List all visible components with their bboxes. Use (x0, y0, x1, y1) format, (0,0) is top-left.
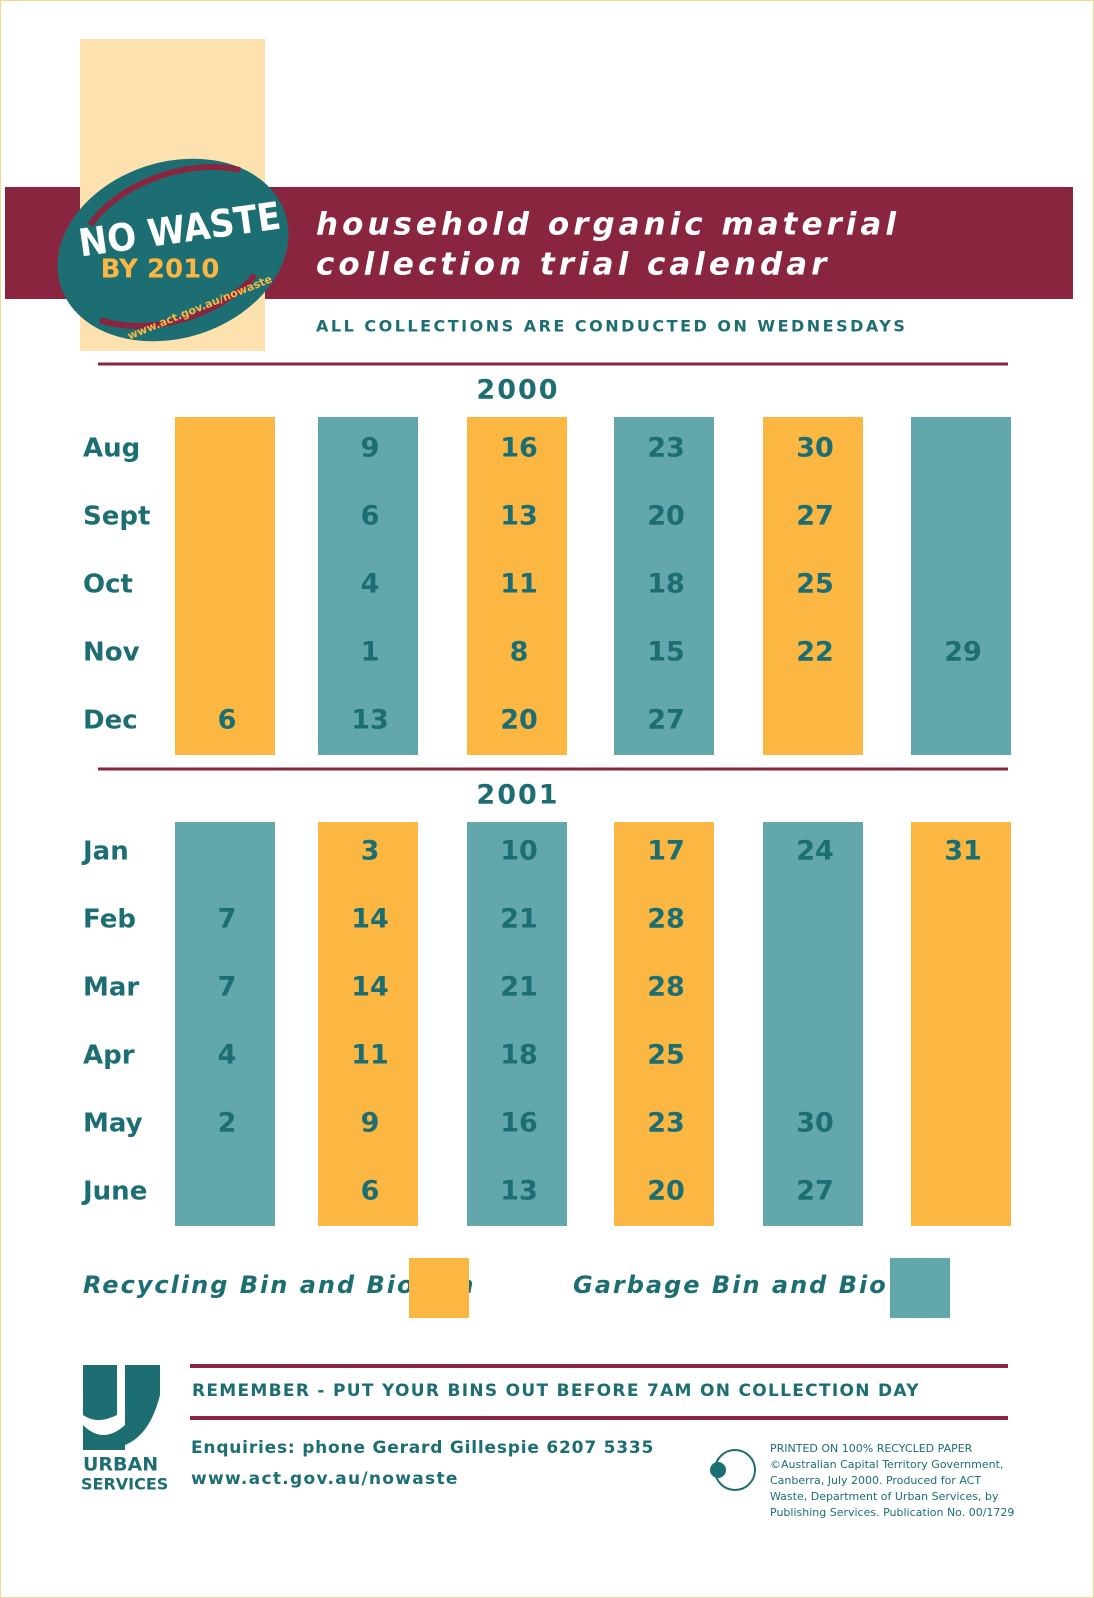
collection-day: 8 (510, 637, 529, 668)
month-label: June (81, 1177, 147, 1207)
agency-name: URBAN (83, 1454, 158, 1476)
collection-day: 27 (796, 501, 834, 532)
collection-day: 13 (351, 705, 389, 736)
enquiries: Enquiries: phone Gerard Gillespie 6207 5… (191, 1438, 654, 1458)
collection-day: 20 (647, 501, 685, 532)
collection-day: 14 (351, 904, 389, 935)
collection-day: 9 (361, 433, 380, 464)
month-label: Nov (83, 638, 140, 668)
collection-day: 6 (218, 705, 237, 736)
collection-day: 1 (361, 637, 380, 668)
emblem (710, 1462, 726, 1478)
subtitle: ALL COLLECTIONS ARE CONDUCTED ON WEDNESD… (316, 317, 907, 336)
imprint-line: Publishing Services. Publication No. 00/… (770, 1506, 1014, 1519)
collection-day: 21 (500, 972, 538, 1003)
collection-column (614, 822, 714, 1226)
collection-day: 2 (218, 1108, 237, 1139)
year-label: 2001 (476, 780, 559, 811)
month-label: Aug (83, 434, 140, 464)
website: www.act.gov.au/nowaste (191, 1469, 459, 1489)
collection-day: 14 (351, 972, 389, 1003)
year-label: 2000 (476, 375, 559, 406)
collection-day: 6 (361, 501, 380, 532)
imprint-line: Waste, Department of Urban Services, by (770, 1490, 999, 1503)
collection-day: 11 (351, 1040, 389, 1071)
collection-day: 11 (500, 569, 538, 600)
collection-column (467, 822, 567, 1226)
imprint-line: ©Australian Capital Territory Government… (770, 1458, 1003, 1471)
collection-day: 22 (796, 637, 834, 668)
collection-day: 23 (647, 1108, 685, 1139)
collection-day: 31 (944, 836, 982, 867)
collection-day: 20 (647, 1176, 685, 1207)
collection-day: 13 (500, 1176, 538, 1207)
collection-day: 10 (500, 836, 538, 867)
collection-day: 18 (500, 1040, 538, 1071)
month-label: Mar (83, 973, 139, 1003)
collection-day: 15 (647, 637, 685, 668)
imprint-line: PRINTED ON 100% RECYCLED PAPER (770, 1442, 973, 1455)
month-label: Feb (83, 905, 136, 935)
collection-column (763, 822, 863, 1226)
collection-day: 16 (500, 1108, 538, 1139)
collection-day: 30 (796, 1108, 834, 1139)
month-label: Jan (81, 837, 129, 867)
logo-shape (83, 1365, 117, 1420)
collection-column (911, 822, 1011, 1226)
collection-day: 25 (796, 569, 834, 600)
collection-column (911, 417, 1011, 755)
collection-day: 16 (500, 433, 538, 464)
collection-day: 24 (796, 836, 834, 867)
collection-day: 23 (647, 433, 685, 464)
imprint-line: Canberra, July 2000. Produced for ACT (770, 1474, 981, 1487)
title: collection trial calendar (316, 247, 830, 283)
collection-day: 30 (796, 433, 834, 464)
collection-day: 7 (218, 972, 237, 1003)
legend-swatch (890, 1258, 950, 1318)
collection-day: 7 (218, 904, 237, 935)
month-label: Oct (83, 570, 133, 600)
collection-day: 20 (500, 705, 538, 736)
legend-swatch (409, 1258, 469, 1318)
agency-name: SERVICES (81, 1475, 168, 1494)
collection-day: 9 (361, 1108, 380, 1139)
collection-day: 4 (361, 569, 380, 600)
collection-day: 28 (647, 904, 685, 935)
collection-day: 28 (647, 972, 685, 1003)
month-label: Sept (83, 502, 150, 532)
title: household organic material (316, 207, 900, 243)
collection-day: 6 (361, 1176, 380, 1207)
collection-column (175, 822, 275, 1226)
collection-day: 18 (647, 569, 685, 600)
month-label: May (83, 1109, 143, 1139)
collection-day: 21 (500, 904, 538, 935)
reminder: REMEMBER - PUT YOUR BINS OUT BEFORE 7AM … (192, 1381, 920, 1401)
collection-day: 4 (218, 1040, 237, 1071)
month-label: Dec (83, 706, 138, 736)
month-label: Apr (83, 1041, 135, 1071)
collection-day: 3 (361, 836, 380, 867)
calendar-page: NO WASTE BY 2010 www.act.gov.au/nowaste … (0, 0, 1094, 1598)
collection-day: 27 (647, 705, 685, 736)
logo-subtitle: BY 2010 (101, 255, 220, 285)
collection-day: 13 (500, 501, 538, 532)
collection-day: 17 (647, 836, 685, 867)
collection-column (318, 822, 418, 1226)
collection-day: 29 (944, 637, 982, 668)
collection-day: 25 (647, 1040, 685, 1071)
collection-day: 27 (796, 1176, 834, 1207)
